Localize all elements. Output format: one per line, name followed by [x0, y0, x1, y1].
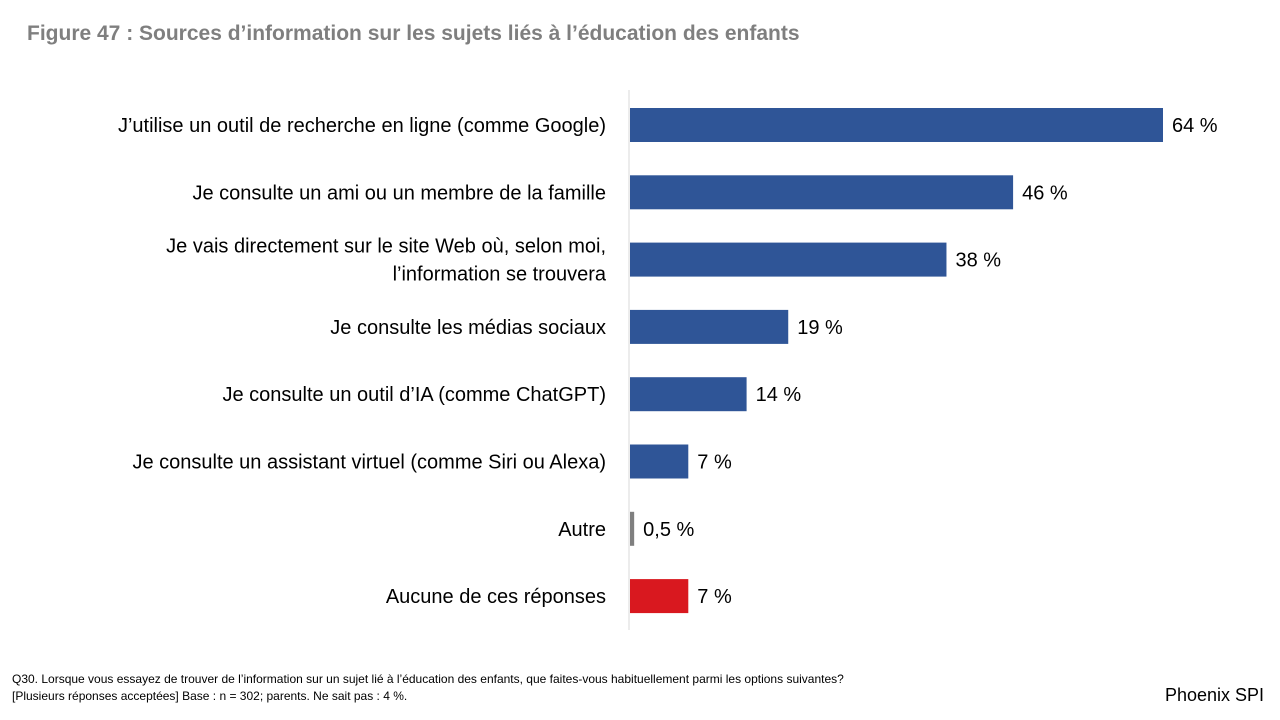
bars-layer: 64 % J’utilise un outil de recherche en l… — [118, 90, 1218, 630]
value-label: 14 % — [756, 384, 802, 406]
category-label-line: J’utilise un outil de recherche en ligne… — [118, 115, 606, 137]
category-label: Autre — [558, 519, 606, 541]
bar — [630, 108, 1163, 142]
bar — [630, 579, 689, 614]
bar — [630, 444, 689, 479]
value-label: 0,5 % — [643, 519, 694, 541]
bar — [630, 242, 947, 277]
category-label: Aucune de ces réponses — [386, 586, 606, 608]
value-label: 7 % — [697, 586, 732, 608]
category-label-line: Je consulte un ami ou un membre de la fa… — [192, 182, 606, 204]
category-label-line: Autre — [558, 519, 606, 541]
category-label: Je consulte les médias sociaux — [330, 317, 606, 339]
category-label-line: Je vais directement sur le site Web où, … — [166, 236, 606, 258]
bar — [630, 377, 747, 412]
category-label-line: Aucune de ces réponses — [386, 586, 606, 608]
footnote: Q30. Lorsque vous essayez de trouver de … — [12, 671, 844, 705]
category-label: J’utilise un outil de recherche en ligne… — [118, 115, 606, 137]
value-label: 7 % — [697, 452, 732, 474]
footnote-base: [Plusieurs réponses acceptées] Base : n … — [12, 689, 408, 703]
value-label: 64 % — [1172, 115, 1218, 137]
bar — [630, 511, 635, 546]
category-label: Je consulte un ami ou un membre de la fa… — [192, 182, 606, 204]
value-label: 38 % — [955, 250, 1001, 272]
value-label: 46 % — [1022, 182, 1068, 204]
footnote-question: Q30. Lorsque vous essayez de trouver de … — [12, 672, 844, 686]
chart-title: Figure 47 : Sources d’information sur le… — [27, 22, 800, 45]
category-label-line: Je consulte un assistant virtuel (comme … — [132, 452, 606, 474]
bar — [630, 309, 789, 344]
brand-logo-text: Phoenix SPI — [1164, 685, 1264, 705]
bar — [630, 175, 1014, 210]
category-label: Je consulte un assistant virtuel (comme … — [132, 452, 606, 474]
category-label: Je vais directement sur le site Web où, … — [166, 236, 607, 286]
value-label: 19 % — [797, 317, 843, 339]
bar-chart: 64 % J’utilise un outil de recherche en l… — [118, 90, 1218, 630]
category-label-line: l’information se trouvera — [393, 264, 607, 286]
category-label: Je consulte un outil d’IA (comme ChatGPT… — [223, 384, 607, 406]
category-label-line: Je consulte les médias sociaux — [330, 317, 606, 339]
category-label-line: Je consulte un outil d’IA (comme ChatGPT… — [223, 384, 607, 406]
